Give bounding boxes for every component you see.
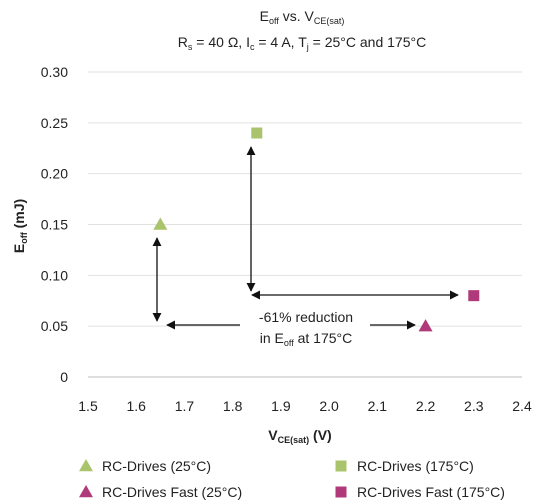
- legend-marker: [335, 486, 347, 498]
- x-tick-label: 1.8: [223, 398, 243, 414]
- chart-subtitle: Rs = 40 Ω, Ic = 4 A, Tj = 25°C and 175°C: [178, 34, 426, 52]
- x-tick-label: 2.0: [319, 398, 339, 414]
- data-point: [153, 217, 168, 230]
- legend-label: RC-Drives Fast (25°C): [102, 484, 242, 500]
- annotation-line2: in Eoff at 175°C: [260, 330, 353, 348]
- x-tick-label: 1.9: [271, 398, 291, 414]
- legend-marker: [335, 460, 347, 472]
- legend-label: RC-Drives Fast (175°C): [357, 484, 505, 500]
- legend-marker: [79, 459, 93, 472]
- chart-title: Eoff vs. VCE(sat): [260, 8, 345, 26]
- data-point: [418, 319, 433, 332]
- legend-marker: [79, 485, 93, 498]
- y-tick-label: 0: [60, 369, 68, 385]
- y-axis-label: Eoff (mJ): [11, 199, 29, 253]
- x-tick-label: 2.4: [512, 398, 532, 414]
- x-tick-label: 2.1: [368, 398, 388, 414]
- y-tick-label: 0.30: [41, 64, 68, 80]
- legend: RC-Drives (25°C) RC-Drives (175°C) RC-Driv…: [79, 458, 505, 500]
- data-point: [251, 127, 263, 139]
- annotation-line1: -61% reduction: [259, 309, 353, 325]
- y-tick-label: 0.25: [41, 115, 68, 131]
- x-tick-label: 1.6: [126, 398, 146, 414]
- y-tick-label: 0.15: [41, 217, 68, 233]
- y-tick-label: 0.05: [41, 318, 68, 334]
- x-tick-label: 2.3: [464, 398, 484, 414]
- x-tick-labels: 1.5 1.6 1.7 1.8 1.9 2.0 2.1 2.2 2.3 2.4: [78, 398, 532, 414]
- x-axis-label: VCE(sat) (V): [268, 427, 331, 445]
- x-tick-label: 1.5: [78, 398, 98, 414]
- legend-label: RC-Drives (175°C): [357, 458, 474, 474]
- legend-label: RC-Drives (25°C): [102, 458, 211, 474]
- x-tick-label: 2.2: [416, 398, 436, 414]
- y-tick-label: 0.20: [41, 166, 68, 182]
- y-tick-label: 0.10: [41, 267, 68, 283]
- x-tick-label: 1.7: [175, 398, 195, 414]
- data-points: [153, 127, 480, 332]
- data-point: [468, 290, 480, 302]
- y-tick-labels: 0 0.05 0.10 0.15 0.20 0.25 0.30: [41, 64, 68, 385]
